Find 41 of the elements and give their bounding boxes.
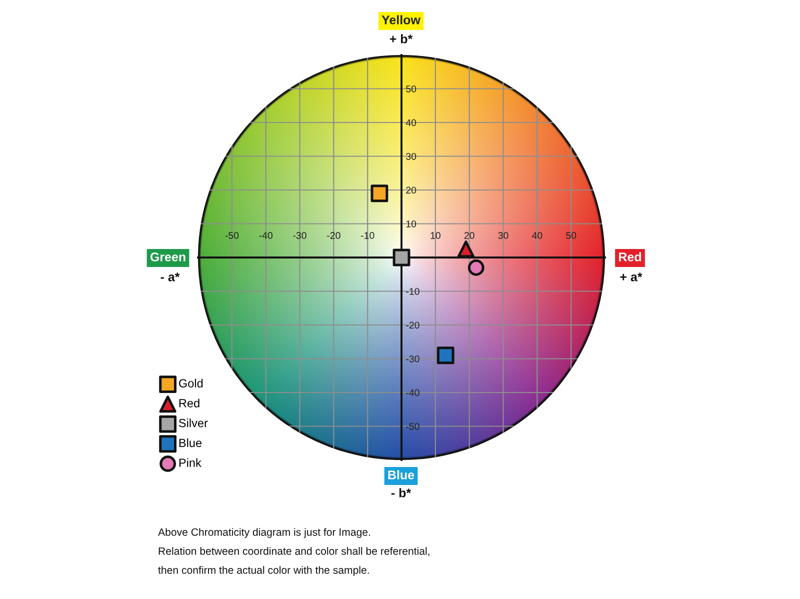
y-tick-label: -20	[406, 322, 420, 329]
x-tick-label: -20	[327, 232, 340, 239]
x-tick-label: 20	[464, 232, 474, 239]
legend-label: Pink	[179, 458, 202, 467]
legend-label: Red	[179, 398, 200, 408]
legend-label: Silver	[178, 418, 208, 428]
x-tick-label: 30	[498, 232, 508, 239]
text: + b*	[390, 34, 413, 44]
text: then confirm the actual color with the sample.	[158, 566, 369, 576]
text: + a*	[620, 272, 642, 282]
legend-label: Blue	[179, 438, 202, 448]
text: - b*	[391, 488, 412, 498]
text: Blue	[388, 470, 414, 480]
text: Green	[150, 252, 186, 262]
point	[436, 346, 454, 364]
x-tick-label: -50	[225, 232, 239, 239]
text: Red	[619, 252, 641, 262]
text: Yellow	[382, 15, 420, 24]
y-tick-label: 40	[406, 119, 416, 126]
x-tick-label: -30	[293, 232, 306, 239]
legend-label: Gold	[179, 378, 203, 388]
point	[392, 248, 410, 266]
x-tick-label: 50	[566, 232, 576, 239]
text: - a*	[160, 272, 180, 282]
y-tick-label: 10	[406, 220, 416, 228]
y-tick-label: 20	[406, 186, 416, 194]
x-tick-label: 10	[430, 232, 440, 239]
text: Relation between coordinate and color shall be referential,	[158, 547, 430, 556]
y-tick-label: -40	[406, 389, 420, 396]
y-tick-label: -50	[406, 422, 420, 430]
x-tick-label: -10	[360, 232, 374, 239]
text: Above Chromaticity diagram is just for Image.	[158, 528, 370, 538]
y-tick-label: -10	[406, 288, 420, 295]
y-tick-label: -30	[406, 355, 420, 362]
point	[457, 240, 474, 258]
y-tick-label: 50	[406, 85, 416, 92]
x-tick-label: -40	[259, 232, 272, 239]
y-tick-label: 30	[406, 152, 416, 160]
point	[370, 184, 388, 202]
point	[468, 259, 484, 276]
x-tick-label: 40	[532, 232, 542, 239]
